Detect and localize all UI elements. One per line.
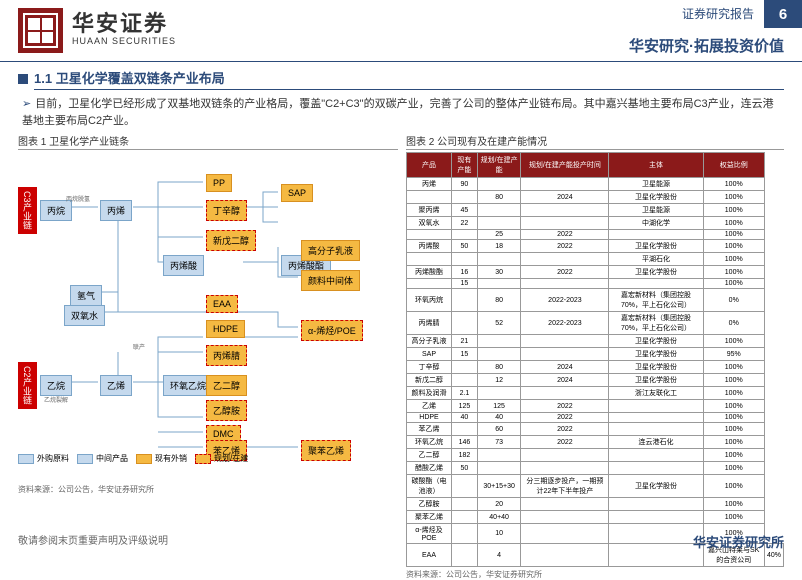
node-acrylonitrile: 丙烯腈 [206, 345, 247, 366]
logo [18, 8, 63, 53]
node-pp: PP [206, 174, 232, 192]
node-h2o2: 双氧水 [64, 305, 105, 326]
node-ethylene: 乙烯 [100, 375, 132, 396]
c2-chain-label: C2产业链 [18, 362, 37, 409]
sublabel-coproduct: 联产 [133, 342, 145, 351]
node-propane: 丙烷 [40, 200, 72, 221]
c3-chain-label: C3产业链 [18, 187, 37, 234]
footer: 敬请参阅末页重要声明及评级说明 华安证券研究所 [0, 532, 802, 551]
table-row: 252022100% [407, 230, 784, 240]
report-type: 证券研究报告 [682, 5, 754, 22]
section-title: 1.1 卫星化学覆盖双链条产业布局 [18, 66, 784, 92]
table-row: 颜料及润滑2.1浙江友联化工100% [407, 387, 784, 400]
table-row: 双氧水22中湖化学100% [407, 217, 784, 230]
table-row: 苯乙烯602022100% [407, 423, 784, 436]
body-paragraph: ➢目前，卫星化学已经形成了双基地双链条的产业格局，覆盖"C2+C3"的双碳产业，… [22, 96, 780, 129]
table-header: 规划/在建产能投产时间 [521, 153, 609, 178]
header: 华安证券 HUAAN SECURITIES 6 证券研究报告 华安研究·拓展投资… [0, 0, 802, 62]
table-row: 丙烯90卫星能源100% [407, 178, 784, 191]
supply-chain-diagram: C3产业链 C2产业链 丙烷 丙烯 丙烯酸 PP 丁辛醇 新戊二醇 SAP 丙烯… [18, 152, 398, 482]
section-heading: 1.1 卫星化学覆盖双链条产业布局 [34, 68, 784, 90]
tagline: 华安研究·拓展投资价值 [629, 35, 784, 56]
chart1-title: 图表 1 卫星化学产业链条 [18, 133, 398, 150]
chart2-source: 资料来源：公司公告，华安证券研究所 [406, 569, 784, 580]
chart2-title: 图表 2 公司现有及在建产能情况 [406, 133, 784, 150]
table-row: 聚苯乙烯40+40100% [407, 511, 784, 524]
node-ethanolamine: 乙醇胺 [206, 400, 247, 421]
table-row: 碳酸酯（电池液）30+15+30分三期逐步投产，一期预计22年下半年投产卫星化学… [407, 475, 784, 498]
node-propylene: 丙烯 [100, 200, 132, 221]
footer-institute: 华安证券研究所 [693, 532, 784, 551]
sublabel-crack: 乙烷裂解 [44, 395, 68, 404]
table-row: 环氧丙烷802022-2023嘉宏新材料（集团控股 70%，平上石化公司）0% [407, 289, 784, 312]
table-header: 现有产能 [452, 153, 478, 178]
page-number: 6 [764, 0, 802, 28]
table-row: 乙二醇182100% [407, 449, 784, 462]
table-row: 聚丙烯45卫星能源100% [407, 204, 784, 217]
node-neopentyl: 新戊二醇 [206, 230, 256, 251]
node-sap: SAP [281, 184, 313, 202]
node-butyl: 丁辛醇 [206, 200, 247, 221]
table-row: 丙烯腈522022-2023嘉宏新材料（集团控股 70%，平上石化公司）0% [407, 312, 784, 335]
sublabel-pdh: 丙烷脱氢 [66, 194, 90, 203]
table-header: 权益比例 [703, 153, 764, 178]
table-row: 乙醇胺20100% [407, 498, 784, 511]
table-row: SAP15卫星化学股份95% [407, 348, 784, 361]
company-name-cn: 华安证券 [72, 6, 168, 38]
node-eg: 乙二醇 [206, 375, 247, 396]
table-row: HDPE40402022100% [407, 413, 784, 423]
chart1-source: 资料来源：公司公告，华安证券研究所 [18, 484, 398, 495]
node-acrylic-acid: 丙烯酸 [163, 255, 204, 276]
table-row: 丙烯酸50182022卫星化学股份100% [407, 240, 784, 253]
company-name-en: HUAAN SECURITIES [72, 36, 176, 46]
table-header: 主体 [609, 153, 703, 178]
node-hydrogen: 氢气 [70, 285, 102, 306]
node-ps: 聚苯乙烯 [301, 440, 351, 461]
table-row: 丁辛醇802024卫星化学股份100% [407, 361, 784, 374]
table-row: 新戊二醇122024卫星化学股份100% [407, 374, 784, 387]
legend: 外购原料 中间产品 现有外销 规划/在建 [18, 453, 248, 464]
table-header: 产品 [407, 153, 452, 178]
table-row: 15100% [407, 279, 784, 289]
node-pigment: 颜料中间体 [301, 270, 360, 291]
table-header: 规划/在建产能 [477, 153, 521, 178]
node-hdpe: HDPE [206, 320, 245, 338]
node-polymer-emulsion: 高分子乳液 [301, 240, 360, 261]
capacity-table: 产品现有产能规划/在建产能规划/在建产能投产时间主体权益比例 丙烯90卫星能源1… [406, 152, 784, 567]
table-row: 乙烯1251252022100% [407, 400, 784, 413]
node-eaa: EAA [206, 295, 238, 313]
table-row: 环氧乙烷146732022连云港石化100% [407, 436, 784, 449]
table-row: 丙烯酸酯16302022卫星化学股份100% [407, 266, 784, 279]
node-alpha-olefin: α-烯烃/POE [301, 320, 363, 341]
node-ethane: 乙烷 [40, 375, 72, 396]
table-row: 802024卫星化学股份100% [407, 191, 784, 204]
bullet-arrow-icon: ➢ [22, 98, 31, 110]
footer-disclaimer: 敬请参阅末页重要声明及评级说明 [18, 532, 168, 551]
title-square-icon [18, 74, 28, 84]
table-row: 高分子乳液21卫星化学股份100% [407, 335, 784, 348]
table-row: 平湖石化100% [407, 253, 784, 266]
table-row: 醋酸乙烯50100% [407, 462, 784, 475]
